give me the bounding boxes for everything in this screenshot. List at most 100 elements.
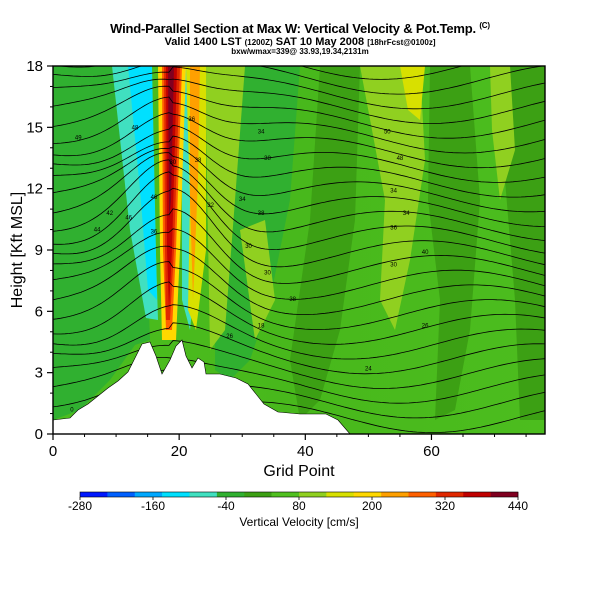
- theta-contour: [53, 112, 545, 169]
- theta-contour: [53, 187, 545, 268]
- valid-zone: (1200Z): [244, 38, 273, 47]
- colorbar-swatch: [80, 492, 108, 497]
- theta-contour: [53, 322, 545, 375]
- location-line: bxw/wmax=339@ 33.93,19.34,2131m: [231, 47, 369, 56]
- colorbar-swatch: [107, 492, 136, 497]
- theta-contour: [53, 152, 545, 227]
- theta-contour: [53, 304, 545, 360]
- x-tick-label: 0: [49, 443, 57, 460]
- x-tick-label: 60: [423, 443, 440, 460]
- colorbar-swatch: [490, 492, 519, 497]
- contour-label: 49: [75, 136, 82, 142]
- valid-time: Valid 1400 LST: [164, 36, 242, 48]
- contour-label: 34: [403, 211, 410, 217]
- theta-contour: [53, 124, 545, 183]
- valid-date: SAT 10 May 2008: [275, 36, 365, 48]
- colorbar-swatch: [381, 492, 409, 497]
- chart-subtitle: Valid 1400 LST (1200Z) SAT 10 May 2008 […: [0, 36, 600, 48]
- x-tick-label: 20: [171, 443, 188, 460]
- theta-contour: [53, 340, 545, 389]
- colorbar-swatch: [299, 492, 327, 497]
- theta-contour: [53, 85, 545, 139]
- contour-label: 50: [384, 129, 391, 135]
- x-axis: 0 20 40 60: [49, 434, 527, 460]
- copyright-mark: (C): [479, 21, 490, 30]
- colorbar-tick-label: -280: [68, 499, 92, 513]
- updraft-core-maroon: [168, 66, 174, 220]
- colorbar-swatch: [463, 492, 491, 497]
- contour-label: 32: [207, 203, 214, 209]
- colorbar-tick-label: -160: [141, 499, 165, 513]
- y-tick-label: 12: [26, 181, 43, 198]
- contour-labels: 49 48 44 42 46 46 36 30 36 38 32 34 30 38 38 34 30 38 18 26…: [70, 117, 429, 413]
- chart-title-text: Wind-Parallel Section at Max W: Vertical…: [110, 21, 476, 36]
- colorbar-swatch: [408, 492, 437, 497]
- colorbar-tick-label: 320: [435, 499, 455, 513]
- updraft-region-yellow-1: [400, 66, 425, 120]
- colorbar-tick-label: 440: [508, 499, 528, 513]
- y-tick-label: 9: [35, 242, 43, 259]
- contour-label: 30: [245, 244, 252, 250]
- theta-contour: [53, 208, 545, 284]
- forecast-tag: [18hrFcst@0100z]: [367, 38, 436, 47]
- y-tick-label: 18: [26, 58, 43, 75]
- contour-label: 26: [226, 334, 233, 340]
- updraft-region-light-1: [205, 66, 245, 350]
- contour-label: 34: [258, 129, 265, 135]
- theta-contour: [53, 228, 545, 300]
- terrain-outline: [53, 339, 351, 434]
- colorbar-swatch: [326, 492, 355, 497]
- colorbar-swatch: [244, 492, 272, 497]
- plot-area: 49 48 44 42 46 46 36 30 36 38 32 34 30 38 38 34 30 38 18 26…: [53, 66, 545, 434]
- updraft-region-light-4: [490, 66, 515, 200]
- contour-label: 30: [390, 262, 397, 268]
- theta-contour: [53, 146, 545, 213]
- colorbar-swatch: [353, 492, 382, 497]
- contour-label: 42: [106, 211, 113, 217]
- contour-label: 46: [125, 215, 132, 221]
- contour-label: 18: [258, 324, 265, 330]
- theta-contour: [53, 135, 545, 198]
- contour-label: 30: [264, 270, 271, 276]
- updraft-region-light-2: [360, 66, 425, 330]
- theta-contour: [53, 78, 545, 124]
- colorbar-tick-label: -40: [217, 499, 235, 513]
- colorbar-swatch: [162, 492, 190, 497]
- downdraft-region-mid: [290, 66, 360, 420]
- colorbar: -280 -160 -40 80 200 320 440: [68, 491, 528, 513]
- theta-contour: [53, 261, 545, 330]
- downdraft-region-upwind-blue: [128, 66, 157, 300]
- y-tick-label: 6: [35, 303, 43, 320]
- contour-label: 0: [70, 407, 74, 413]
- contour-label: 36: [188, 117, 195, 123]
- contour-label: 24: [365, 367, 372, 373]
- y-tick-label: 15: [26, 119, 43, 136]
- theta-contour: [53, 159, 545, 241]
- contour-label: 48: [132, 125, 139, 131]
- updraft-region-light-3: [240, 220, 275, 340]
- colorbar-swatch: [134, 492, 163, 497]
- contour-label: 38: [195, 158, 202, 164]
- x-tick-label: 40: [297, 443, 314, 460]
- colorbar-swatch: [271, 492, 300, 497]
- y-axis-title: Height [Kft MSL]: [9, 192, 26, 309]
- theta-contour: [53, 66, 545, 95]
- colorbar-tick-label: 200: [362, 499, 382, 513]
- colorbar-tick-label: 80: [292, 499, 306, 513]
- contour-label: 38: [289, 297, 296, 303]
- contour-label: 38: [258, 211, 265, 217]
- theta-contour: [53, 66, 545, 110]
- y-tick-label: 3: [35, 365, 43, 382]
- contour-label: 30: [170, 160, 177, 166]
- colorbar-swatch: [189, 492, 218, 497]
- x-axis-title: Grid Point: [263, 463, 335, 480]
- colorbar-swatch: [216, 492, 245, 497]
- contour-label: 38: [264, 156, 271, 162]
- contour-label: 34: [390, 189, 397, 195]
- contour-label: 36: [151, 230, 158, 236]
- contour-label: 48: [397, 156, 404, 162]
- contour-label: 40: [422, 250, 429, 256]
- contour-label: 44: [94, 228, 101, 234]
- updraft-region-orange-east: [190, 66, 200, 300]
